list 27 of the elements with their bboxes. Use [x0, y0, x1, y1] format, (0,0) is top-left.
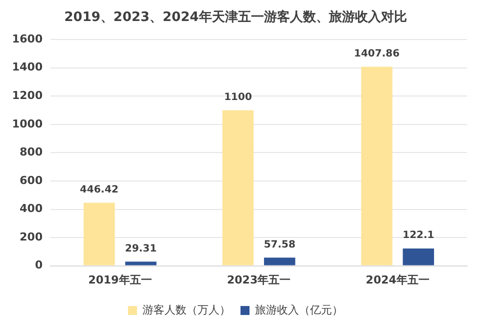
bar	[361, 66, 392, 266]
y-tick-label: 400	[20, 202, 43, 216]
y-tick-label: 0	[34, 258, 43, 272]
x-tick-label: 2023年五一	[226, 273, 291, 286]
y-tick-label: 1400	[12, 60, 43, 74]
bar	[84, 202, 115, 266]
bar	[402, 248, 434, 266]
data-label: 1100	[224, 92, 252, 103]
data-label: 57.58	[264, 239, 296, 250]
y-tick-label: 200	[20, 230, 43, 244]
data-label: 446.42	[80, 184, 119, 196]
data-label: 29.31	[125, 243, 157, 254]
y-tick-label: 1000	[12, 117, 43, 130]
bar	[125, 262, 156, 266]
y-tick-label: 800	[20, 146, 43, 159]
data-label: 122.1	[402, 230, 434, 242]
data-label: 1407.86	[354, 48, 400, 60]
legend-label: 旅游收入（亿元）	[255, 303, 343, 316]
y-tick-label: 600	[20, 174, 43, 187]
legend-label: 游客人数（万人）	[142, 303, 230, 316]
x-tick-label: 2024年五一	[366, 273, 430, 286]
bar	[222, 110, 254, 266]
y-tick-label: 1600	[12, 32, 43, 46]
chart-title: 2019、2023、2024年天津五一游客人数、旅游收入对比	[64, 9, 407, 26]
x-tick-label: 2019年五一	[88, 273, 152, 286]
y-tick-label: 1200	[12, 89, 43, 102]
bar	[264, 258, 296, 266]
